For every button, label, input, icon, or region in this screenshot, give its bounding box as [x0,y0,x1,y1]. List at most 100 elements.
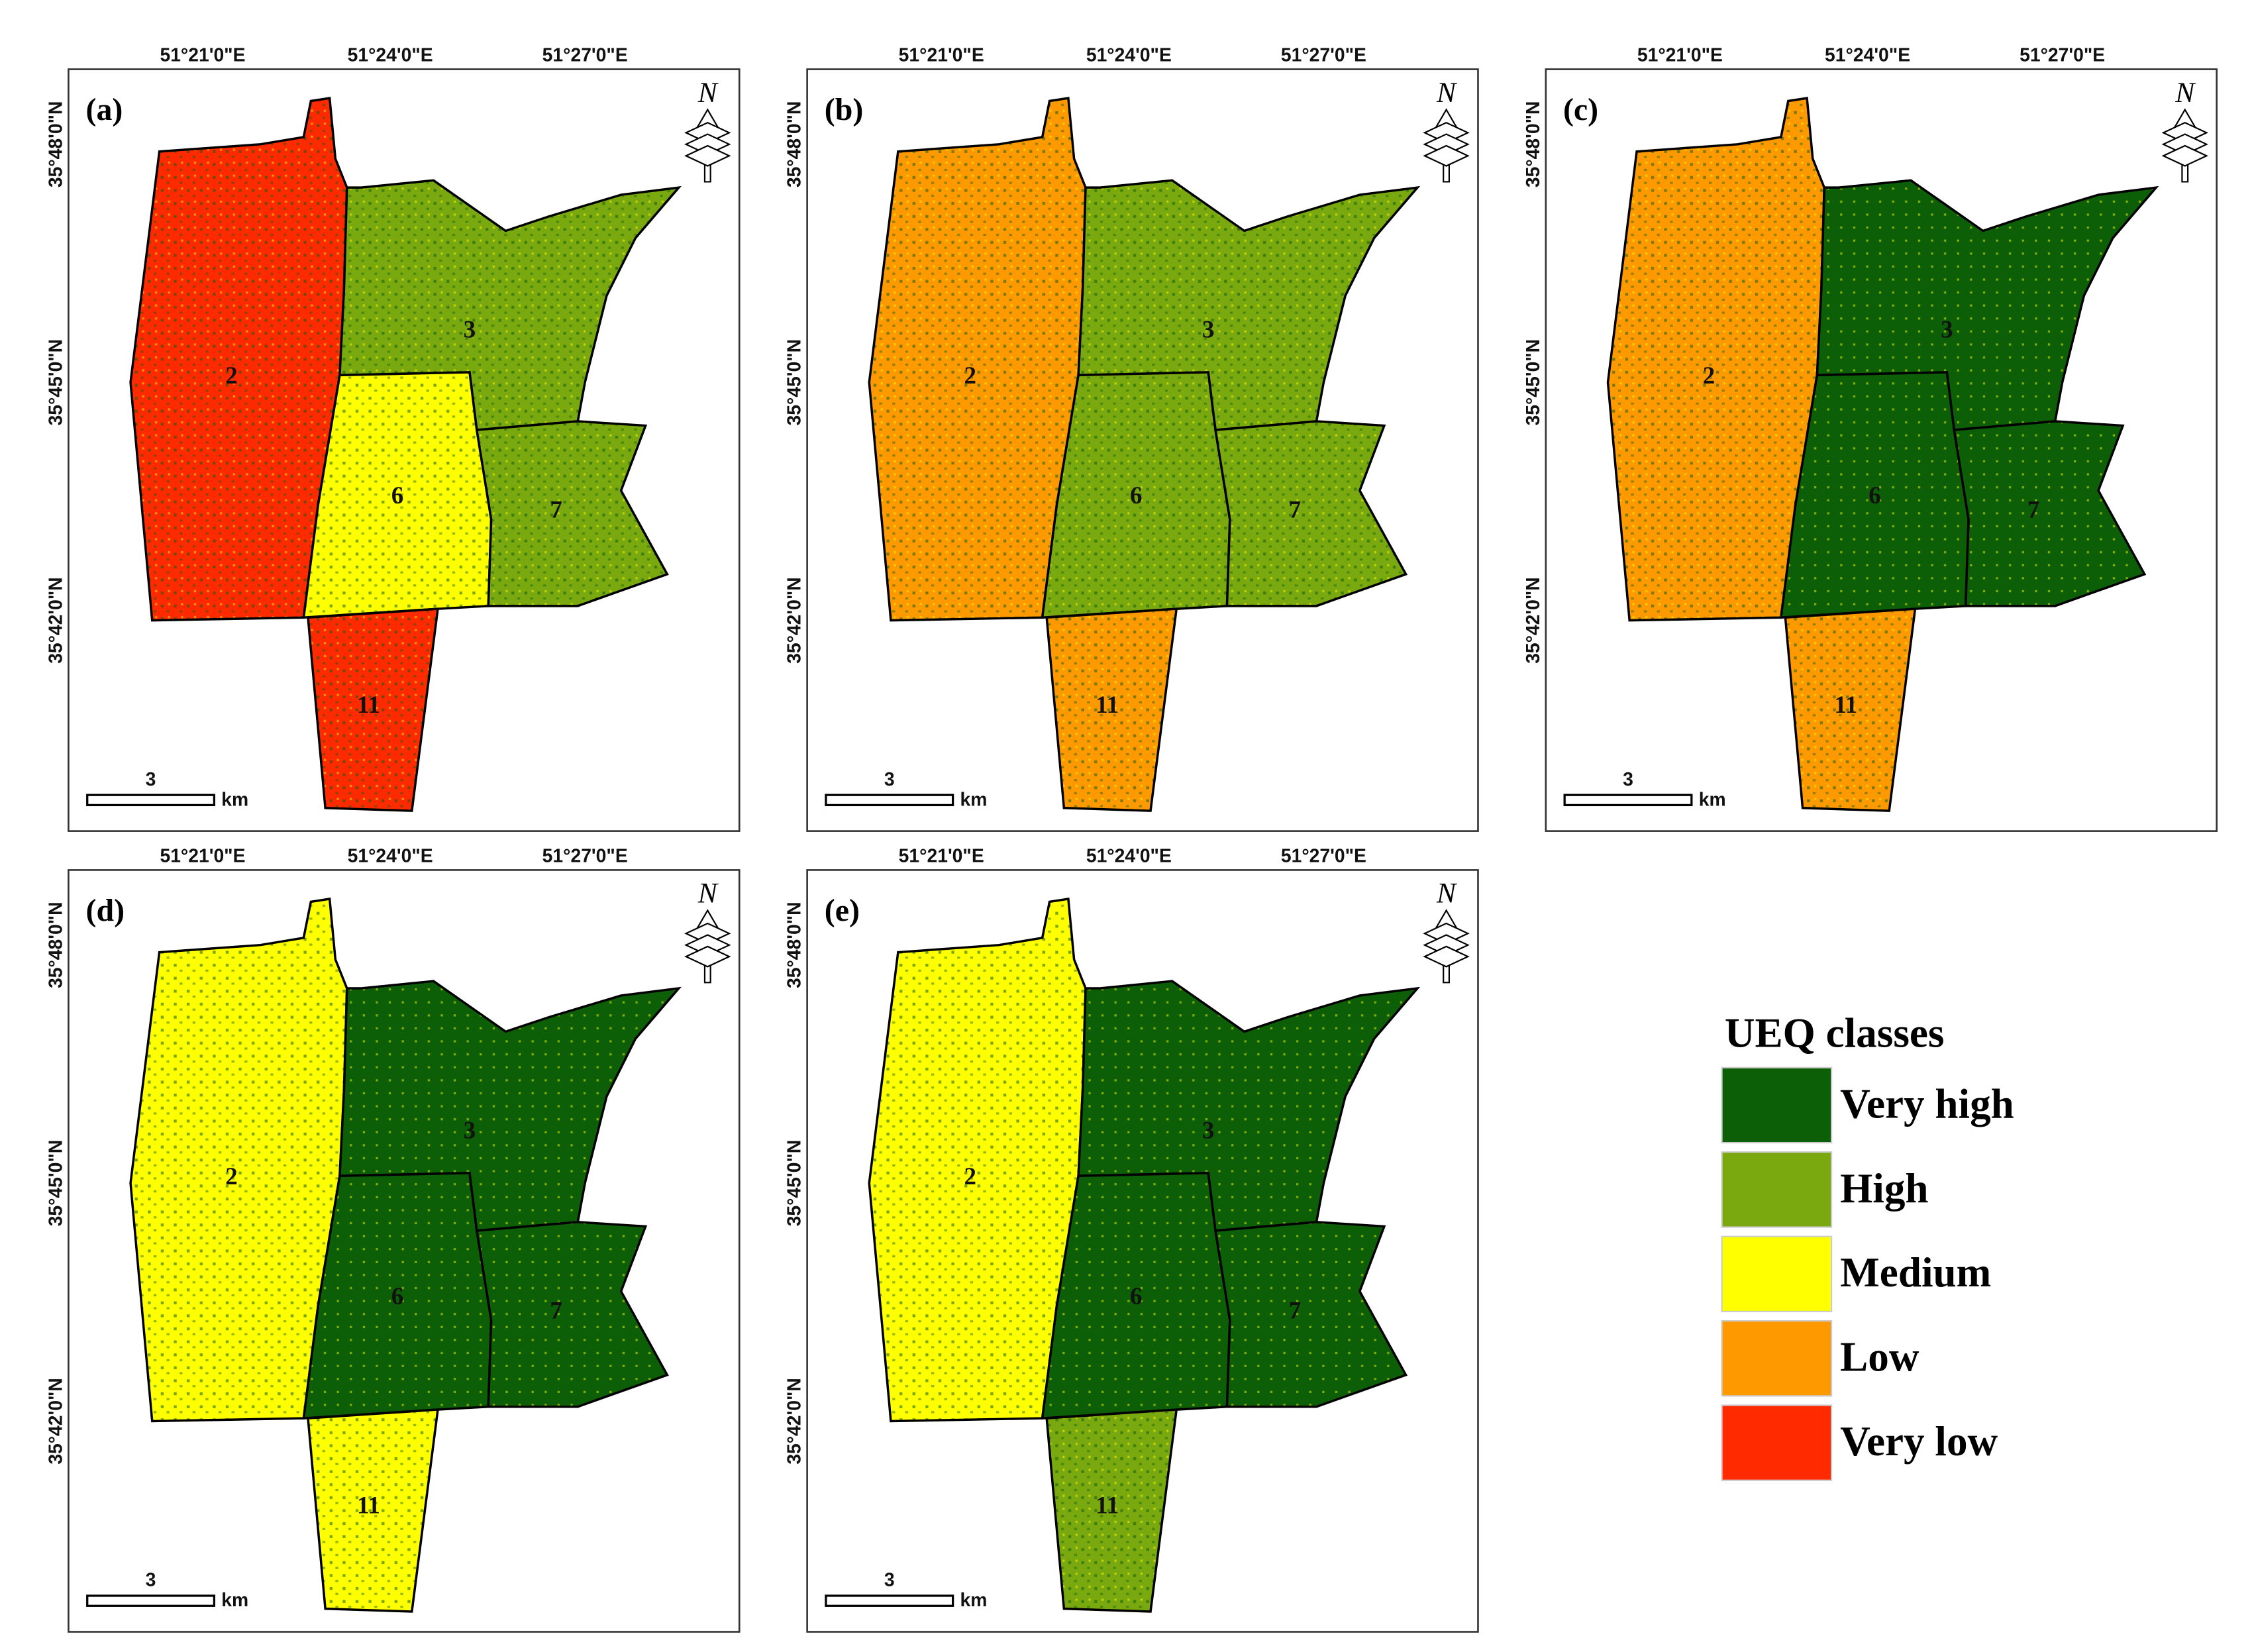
panel-label: (c) [1563,92,1598,127]
north-label: N [1436,878,1458,909]
scale-unit: km [960,1589,988,1610]
scale-bar [1563,794,1693,807]
latitude-label: 35°48'0"N [784,101,805,188]
district-texture [1045,607,1178,812]
longitude-label: 51°24'0"E [348,44,433,65]
district-label: 2 [964,1163,977,1190]
district-label: 2 [225,362,238,389]
north-arrow-layer [1423,945,1470,968]
legend-swatch [1721,1235,1833,1313]
north-label: N [697,878,719,909]
scale-value: 3 [146,1569,156,1590]
latitude-label: 35°48'0"N [44,902,66,988]
district-texture [475,1221,669,1408]
scale-unit: km [960,788,988,809]
longitude-label: 51°21'0"E [1637,44,1723,65]
legend-title: UEQ classes [1725,1010,1945,1057]
north-label: N [2175,77,2196,109]
district-label: 7 [550,497,562,524]
longitude-label: 51°27'0"E [542,44,628,65]
longitude-label: 51°24'0"E [348,845,433,866]
district-label: 3 [464,316,476,343]
longitude-label: 51°24'0"E [1086,845,1172,866]
north-arrow-layer [684,144,731,167]
scale-bar [825,1594,954,1607]
map-panel: 2 3 6 7 11 (e) 51°21'0"E 51°24'0"E 51°27'0"E 35°4… [784,845,1479,1633]
legend-label: Very low [1840,1418,1998,1465]
panel-label: (e) [825,893,860,928]
latitude-label: 35°48'0"N [44,101,66,188]
latitude-label: 35°45'0"N [44,1140,66,1227]
district-texture [1214,1221,1408,1408]
district-label: 3 [1941,316,1953,343]
latitude-label: 35°42'0"N [44,577,66,664]
scale-unit: km [1699,788,1726,809]
district-texture [307,1408,440,1613]
latitude-label: 35°45'0"N [44,339,66,426]
panel-label: (b) [825,92,864,127]
latitude-label: 35°42'0"N [784,1378,805,1465]
district-texture [307,607,440,812]
district-label: 6 [1130,1283,1143,1310]
longitude-label: 51°27'0"E [1281,44,1366,65]
legend-swatch [1721,1404,1833,1481]
legend-swatch [1721,1151,1833,1228]
panel-label: (a) [86,92,123,127]
map-panel: 2 3 6 7 11 (c) 51°21'0"E 51°24'0"E 51°27'0"E 35°4… [1522,44,2218,832]
scale-value: 3 [884,768,895,790]
district-texture [1953,420,2147,607]
longitude-label: 51°21'0"E [160,845,245,866]
district-label: 2 [964,362,977,389]
district-label: 7 [1289,1298,1302,1325]
latitude-label: 35°45'0"N [784,339,805,426]
legend-label: Low [1840,1334,1919,1380]
district-label: 7 [550,1298,562,1325]
north-label: N [1436,77,1458,109]
north-arrow-layer [684,945,731,968]
district-label: 3 [464,1117,476,1144]
district-label: 6 [1130,482,1143,509]
scale-value: 3 [1623,768,1633,790]
district-texture [1784,607,1917,812]
map-panel: 2 3 6 7 11 (b) 51°21'0"E 51°24'0"E 51°27'0"E 35°4… [784,44,1479,832]
north-arrow-layer [1423,144,1470,167]
longitude-label: 51°24'0"E [1086,44,1172,65]
district-texture [1045,1408,1178,1613]
scale-bar [825,794,954,807]
district-label: 7 [1289,497,1302,524]
longitude-label: 51°21'0"E [899,44,984,65]
legend-swatch [1721,1066,1833,1144]
latitude-label: 35°48'0"N [1522,101,1543,188]
north-arrow-layer [2161,144,2209,167]
longitude-label: 51°24'0"E [1825,44,1910,65]
longitude-label: 51°21'0"E [160,44,245,65]
scale-bar [86,1594,216,1607]
district-label: 6 [391,1283,404,1310]
scale-bar [86,794,216,807]
latitude-label: 35°48'0"N [784,902,805,988]
district-label: 11 [1096,1492,1119,1520]
latitude-label: 35°42'0"N [784,577,805,664]
map-panel: 2 3 6 7 11 (d) 51°21'0"E 51°24'0"E 51°27'0"E 35°4… [44,845,741,1633]
district-label: 7 [2027,497,2040,524]
legend-label: High [1840,1165,1928,1212]
district-label: 3 [1202,1117,1215,1144]
longitude-label: 51°27'0"E [542,845,628,866]
district-label: 2 [225,1163,238,1190]
scale-value: 3 [884,1569,895,1590]
longitude-label: 51°21'0"E [899,845,984,866]
district-texture [475,420,669,607]
scale-unit: km [221,1589,248,1610]
legend-label: Very high [1840,1080,2014,1127]
legend-label: Medium [1840,1249,1991,1296]
legend-swatch [1721,1320,1833,1397]
scale-unit: km [221,788,248,809]
district-label: 2 [1703,362,1715,389]
district-label: 11 [1096,692,1119,719]
north-label: N [697,77,719,109]
longitude-label: 51°27'0"E [2020,44,2105,65]
district-texture [1214,420,1408,607]
scale-value: 3 [146,768,156,790]
longitude-label: 51°27'0"E [1281,845,1366,866]
